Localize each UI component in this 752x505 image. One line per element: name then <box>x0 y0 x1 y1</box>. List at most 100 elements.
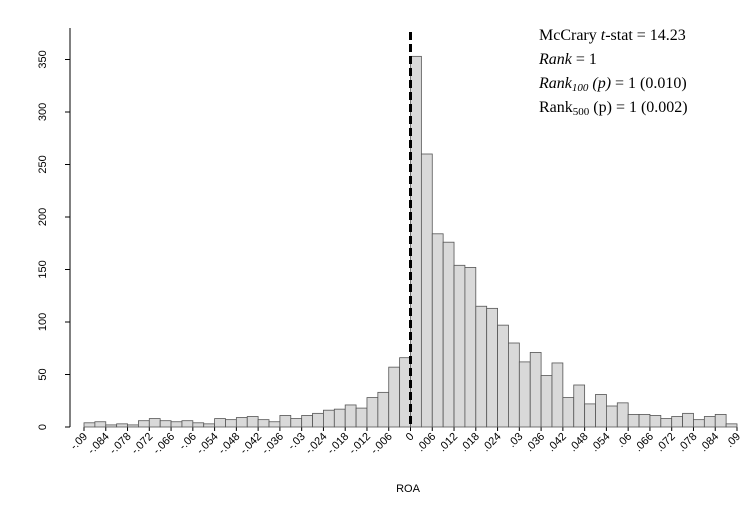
x-tick-label: .09 <box>724 431 743 450</box>
bar <box>714 413 727 428</box>
bar <box>442 241 455 428</box>
bar <box>464 266 477 428</box>
x-tick-label: .006 <box>415 431 439 455</box>
annotation-line: McCrary t-stat = 14.23 <box>539 27 686 44</box>
bar <box>105 424 118 428</box>
bar <box>181 420 194 428</box>
y-tick-label: 350 <box>37 50 49 68</box>
bar <box>127 424 139 428</box>
bar <box>671 416 683 428</box>
text: McCrary <box>539 27 601 44</box>
bar <box>323 409 335 428</box>
bar <box>170 421 183 428</box>
x-tick-label: .018 <box>458 431 482 455</box>
bar <box>214 418 226 428</box>
bar <box>584 403 596 428</box>
bar <box>377 391 390 428</box>
x-tick-label: .066 <box>632 431 656 455</box>
bar <box>192 422 205 428</box>
text: (p) = 1 (0.002) <box>589 99 687 116</box>
text: 100 <box>572 82 589 94</box>
bar <box>246 416 259 428</box>
bar <box>203 423 215 428</box>
bar <box>725 423 738 428</box>
x-tick-label: 0 <box>404 431 417 444</box>
y-tick-label: 100 <box>37 313 49 331</box>
annotation-line: Rank500 (p) = 1 (0.002) <box>539 99 688 118</box>
bar <box>290 418 303 428</box>
bar <box>573 384 586 428</box>
y-tick-label: 0 <box>37 424 49 430</box>
bar <box>366 397 379 428</box>
x-tick-label: .048 <box>567 431 591 455</box>
bar <box>94 421 107 428</box>
bar <box>453 264 466 428</box>
x-tick-label: .06 <box>615 431 634 450</box>
bar <box>279 415 292 428</box>
bar <box>83 422 96 428</box>
annotation-line: Rank100 (p) = 1 (0.010) <box>538 75 687 94</box>
bar <box>529 352 542 428</box>
y-tick-label: 150 <box>37 260 49 278</box>
y-tick-label: 300 <box>37 103 49 121</box>
bar <box>388 366 401 428</box>
bar <box>508 342 520 428</box>
text: = 1 <box>572 51 597 68</box>
y-tick-label: 50 <box>37 368 49 380</box>
x-tick-label: .042 <box>545 431 569 455</box>
x-tick-label: -.054 <box>195 431 221 457</box>
bar <box>399 357 411 428</box>
y-tick-label: 200 <box>37 208 49 226</box>
x-tick-label: .024 <box>480 431 504 455</box>
bar <box>116 423 128 428</box>
bar <box>355 407 368 428</box>
y-tick-label: 250 <box>37 155 49 173</box>
x-tick-label: -.078 <box>107 431 133 457</box>
x-tick-label: -.012 <box>347 431 373 457</box>
bar <box>431 233 444 428</box>
x-tick-label: .072 <box>654 431 678 455</box>
bar <box>410 55 422 428</box>
bar <box>148 418 161 428</box>
x-tick-label: .036 <box>524 431 548 455</box>
bar <box>486 307 498 428</box>
x-tick-label: -.066 <box>151 431 177 457</box>
x-tick-label: -.042 <box>238 431 264 457</box>
bar <box>225 419 237 428</box>
x-tick-label: -.084 <box>86 431 112 457</box>
x-tick-label: .078 <box>676 431 700 455</box>
bar <box>616 402 629 428</box>
bar <box>268 421 281 428</box>
text: -stat = 14.23 <box>605 27 686 44</box>
x-tick-label: -.018 <box>325 431 351 457</box>
bar <box>703 416 716 428</box>
bar <box>518 361 531 428</box>
x-tick-label: -.036 <box>260 431 286 457</box>
bar <box>475 305 488 428</box>
bar <box>301 415 313 428</box>
text: Rank <box>538 75 573 92</box>
bar <box>235 417 248 428</box>
bar <box>693 419 705 428</box>
bar <box>649 415 662 428</box>
bar <box>540 375 553 428</box>
bar <box>159 420 172 428</box>
x-tick-label: .03 <box>506 431 525 450</box>
x-tick-label: .012 <box>437 431 461 455</box>
text: Rank <box>539 99 573 116</box>
bar <box>344 404 357 428</box>
bar <box>627 413 640 428</box>
text: (p) <box>588 75 611 92</box>
bar <box>497 324 509 428</box>
annotation-line: Rank = 1 <box>538 51 597 68</box>
x-tick-label: -.024 <box>303 431 329 457</box>
x-tick-label: .054 <box>589 431 613 455</box>
bar <box>333 408 346 428</box>
bar <box>638 413 651 428</box>
x-axis-label: ROA <box>396 483 421 495</box>
bar <box>660 418 673 428</box>
x-tick-label: -.048 <box>216 431 242 457</box>
text: t <box>601 27 606 44</box>
bar <box>595 394 607 428</box>
